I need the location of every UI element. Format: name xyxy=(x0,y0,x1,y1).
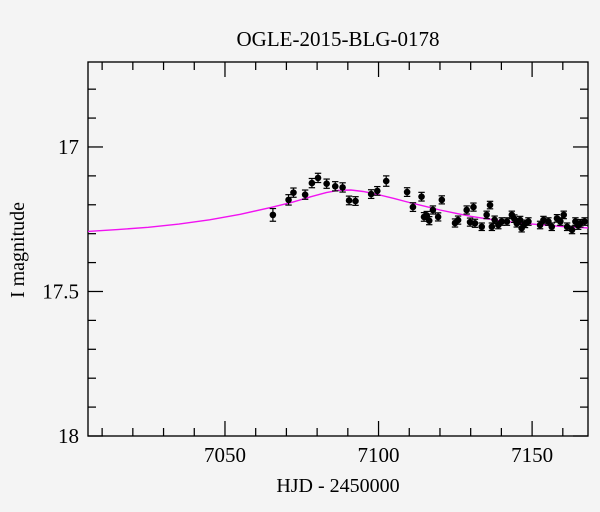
data-point xyxy=(382,177,390,185)
data-point xyxy=(568,226,576,234)
x-tick-label: 7050 xyxy=(204,443,246,467)
data-point xyxy=(463,206,470,214)
data-point xyxy=(367,190,375,198)
data-point xyxy=(498,218,505,225)
data-point xyxy=(486,201,494,209)
data-point xyxy=(557,218,564,225)
data-point xyxy=(409,203,417,211)
data-point xyxy=(301,191,309,198)
data-point xyxy=(290,189,297,196)
data-point xyxy=(471,219,479,227)
data-point xyxy=(425,217,433,224)
data-point xyxy=(503,218,511,225)
x-axis-label: HJD - 2450000 xyxy=(276,475,400,497)
data-point xyxy=(314,174,322,182)
data-point xyxy=(560,211,568,219)
data-point xyxy=(488,223,496,231)
plot-frame xyxy=(87,61,589,437)
data-point xyxy=(331,182,339,190)
data-point xyxy=(429,206,437,214)
data-point xyxy=(581,218,588,225)
y-tick-label: 18 xyxy=(58,424,79,448)
data-point xyxy=(563,223,571,231)
data-point xyxy=(352,197,359,205)
data-point xyxy=(478,223,486,231)
data-point xyxy=(470,203,477,211)
data-point xyxy=(483,211,490,219)
data-point xyxy=(374,187,381,195)
data-point xyxy=(308,179,316,187)
y-tick-label: 17 xyxy=(58,135,79,159)
data-point xyxy=(454,216,462,224)
data-point xyxy=(434,213,442,221)
figure-title: OGLE-2015-BLG-0178 xyxy=(236,27,440,51)
x-tick-label: 7100 xyxy=(358,443,400,467)
data-point xyxy=(403,188,411,196)
data-point xyxy=(438,196,446,204)
data-point xyxy=(285,196,292,204)
data-point xyxy=(516,216,524,224)
data-point xyxy=(339,184,346,191)
data-point xyxy=(323,180,330,187)
data-point xyxy=(466,218,474,226)
data-point xyxy=(269,211,277,219)
data-point xyxy=(345,197,353,204)
y-tick-label: 17.5 xyxy=(42,279,79,303)
data-point xyxy=(525,218,532,225)
data-point xyxy=(418,193,425,200)
x-tick-label: 7150 xyxy=(511,443,553,467)
data-point xyxy=(548,223,556,231)
